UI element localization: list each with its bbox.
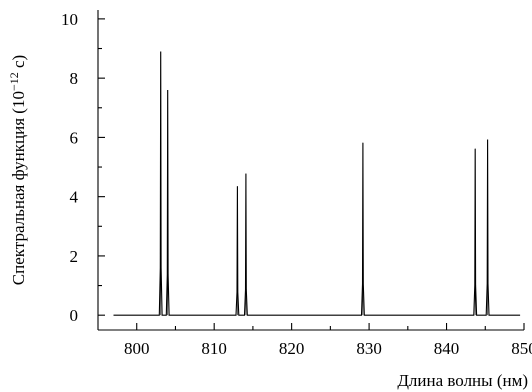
y-tick-label: 0 — [70, 306, 79, 325]
y-tick-label: 10 — [61, 10, 78, 29]
x-tick-label: 820 — [279, 339, 305, 358]
series-group — [113, 51, 521, 316]
y-tick-label: 4 — [70, 188, 79, 207]
x-tick-label: 800 — [124, 339, 150, 358]
y-tick-label: 6 — [70, 128, 79, 147]
y-tick-label: 2 — [70, 247, 79, 266]
x-axis: 800 810 820 830 840 850 — [98, 323, 532, 358]
x-ticks: 800 810 820 830 840 850 — [124, 323, 532, 358]
y-tick-label: 8 — [70, 69, 79, 88]
x-tick-label: 850 — [511, 339, 532, 358]
y-ticks: 0 2 4 6 8 10 — [61, 10, 105, 325]
y-axis-title-prefix: Спектральная функция (10 — [9, 91, 28, 285]
x-tick-label: 840 — [434, 339, 460, 358]
x-tick-label: 830 — [356, 339, 382, 358]
y-axis: 0 2 4 6 8 10 — [61, 10, 105, 330]
y-axis-title-exponent: −12 — [7, 72, 21, 91]
x-axis-title: Длина волны (нм) — [397, 371, 528, 390]
y-axis-title-suffix: с) — [9, 55, 28, 72]
spectrum-line — [113, 51, 521, 316]
x-tick-label: 810 — [201, 339, 227, 358]
y-axis-title: Спектральная функция (10−12 с) — [7, 55, 28, 285]
